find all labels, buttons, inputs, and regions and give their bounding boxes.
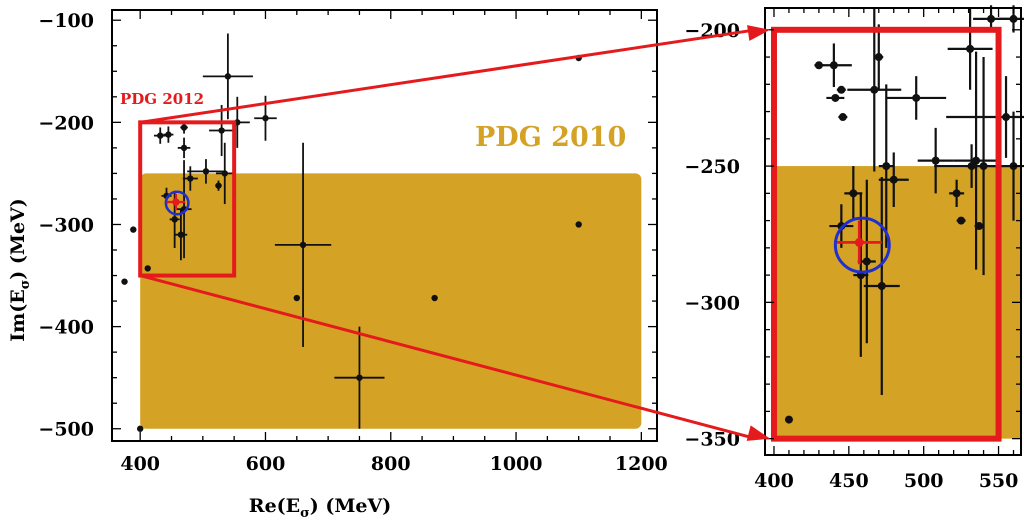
data-point bbox=[262, 115, 269, 122]
tick-labels: 400 600 800 1000 1200 −100 −200 −300 −400 −500 bbox=[38, 10, 667, 475]
data-point bbox=[975, 222, 984, 231]
zoom-arrow-head bbox=[746, 425, 770, 441]
data-points bbox=[121, 33, 582, 432]
x-tick-label: 1200 bbox=[615, 453, 668, 475]
y-tick-label: −350 bbox=[684, 429, 740, 451]
red-data-point bbox=[172, 198, 180, 206]
x-tick-label: 600 bbox=[246, 453, 286, 475]
data-point bbox=[957, 216, 966, 225]
plot-frame bbox=[111, 9, 658, 442]
data-point bbox=[877, 282, 886, 291]
data-point bbox=[180, 144, 188, 152]
data-point bbox=[165, 131, 172, 138]
data-point bbox=[882, 162, 891, 171]
data-point bbox=[136, 425, 144, 432]
data-point bbox=[829, 61, 838, 70]
main-panel: PDG 2010 PDG 2012 400 600 800 1000 1200 −100 −… bbox=[38, 9, 668, 475]
red-data-point bbox=[854, 237, 864, 247]
data-point bbox=[979, 162, 988, 171]
data-point bbox=[784, 415, 793, 424]
zoom-arrow-head bbox=[747, 25, 770, 41]
average-circle-zoom bbox=[833, 216, 891, 274]
zoom-arrows bbox=[139, 25, 770, 441]
data-point bbox=[356, 374, 363, 381]
data-point bbox=[157, 132, 164, 139]
y-tick-label: −250 bbox=[684, 156, 740, 178]
data-points-zoom bbox=[784, 5, 1024, 424]
data-point bbox=[218, 127, 225, 134]
data-point bbox=[987, 14, 996, 23]
data-point bbox=[831, 93, 840, 102]
pdg2012-box-zoom bbox=[770, 26, 1002, 442]
y-tick-label: −500 bbox=[38, 419, 94, 441]
y-tick-label: −100 bbox=[38, 10, 94, 32]
x-tick-label: 1000 bbox=[490, 453, 543, 475]
zoom-arrow-line bbox=[139, 274, 757, 441]
pdg2012-label: PDG 2012 bbox=[120, 90, 204, 108]
pdg2010-band-zoom bbox=[773, 166, 1021, 439]
data-point bbox=[837, 85, 846, 94]
data-point bbox=[180, 124, 188, 131]
data-point bbox=[431, 294, 438, 302]
data-point bbox=[972, 156, 981, 165]
x-tick-label: 550 bbox=[979, 470, 1019, 492]
y-tick-label: −200 bbox=[684, 20, 740, 42]
axis-ticks bbox=[112, 10, 657, 441]
data-point bbox=[889, 175, 898, 184]
zoom-panel: 400 450 500 550 −200 −250 −300 −350 bbox=[684, 5, 1024, 492]
data-point bbox=[1009, 14, 1018, 23]
x-tick-label: 500 bbox=[904, 470, 944, 492]
data-point bbox=[952, 189, 961, 198]
data-point bbox=[931, 156, 940, 165]
pdg2012-box bbox=[138, 120, 237, 278]
pdg2010-label: PDG 2010 bbox=[475, 122, 626, 153]
red-point bbox=[166, 193, 186, 211]
zoom-arrow-line bbox=[139, 28, 757, 124]
y-axis-title: Im(Eσ) (MeV) bbox=[7, 198, 33, 342]
data-point bbox=[144, 265, 151, 272]
data-point bbox=[171, 216, 178, 223]
x-axis-title: Re(Eσ) (MeV) bbox=[249, 495, 391, 521]
data-point bbox=[187, 175, 194, 182]
data-point bbox=[121, 278, 128, 285]
data-point bbox=[838, 113, 847, 122]
data-point bbox=[575, 221, 582, 228]
data-point bbox=[293, 294, 300, 302]
plot-frame-zoom bbox=[764, 7, 1022, 456]
y-tick-label: −300 bbox=[684, 292, 740, 314]
x-tick-label: 450 bbox=[829, 470, 869, 492]
data-point bbox=[299, 241, 307, 249]
x-tick-label: 800 bbox=[371, 453, 411, 475]
data-point bbox=[202, 168, 210, 175]
y-tick-label: −200 bbox=[38, 112, 94, 134]
data-point bbox=[221, 170, 228, 177]
tick-labels-zoom: 400 450 500 550 −200 −250 −300 −350 bbox=[684, 20, 1018, 492]
x-tick-label: 400 bbox=[754, 470, 794, 492]
data-point bbox=[966, 44, 975, 53]
data-point bbox=[870, 85, 879, 94]
y-tick-label: −300 bbox=[38, 214, 94, 236]
data-point bbox=[177, 231, 185, 238]
data-point bbox=[849, 189, 858, 198]
y-tick-label: −400 bbox=[38, 317, 94, 339]
data-point bbox=[862, 257, 871, 266]
data-point bbox=[874, 53, 883, 62]
data-point bbox=[215, 182, 222, 189]
data-point bbox=[912, 93, 921, 102]
red-point-zoom bbox=[836, 220, 882, 265]
data-point bbox=[1002, 113, 1011, 122]
x-tick-label: 400 bbox=[120, 453, 160, 475]
pdg2010-band bbox=[140, 173, 642, 429]
average-circle bbox=[164, 190, 190, 216]
data-point bbox=[130, 226, 137, 233]
data-point bbox=[224, 73, 232, 80]
